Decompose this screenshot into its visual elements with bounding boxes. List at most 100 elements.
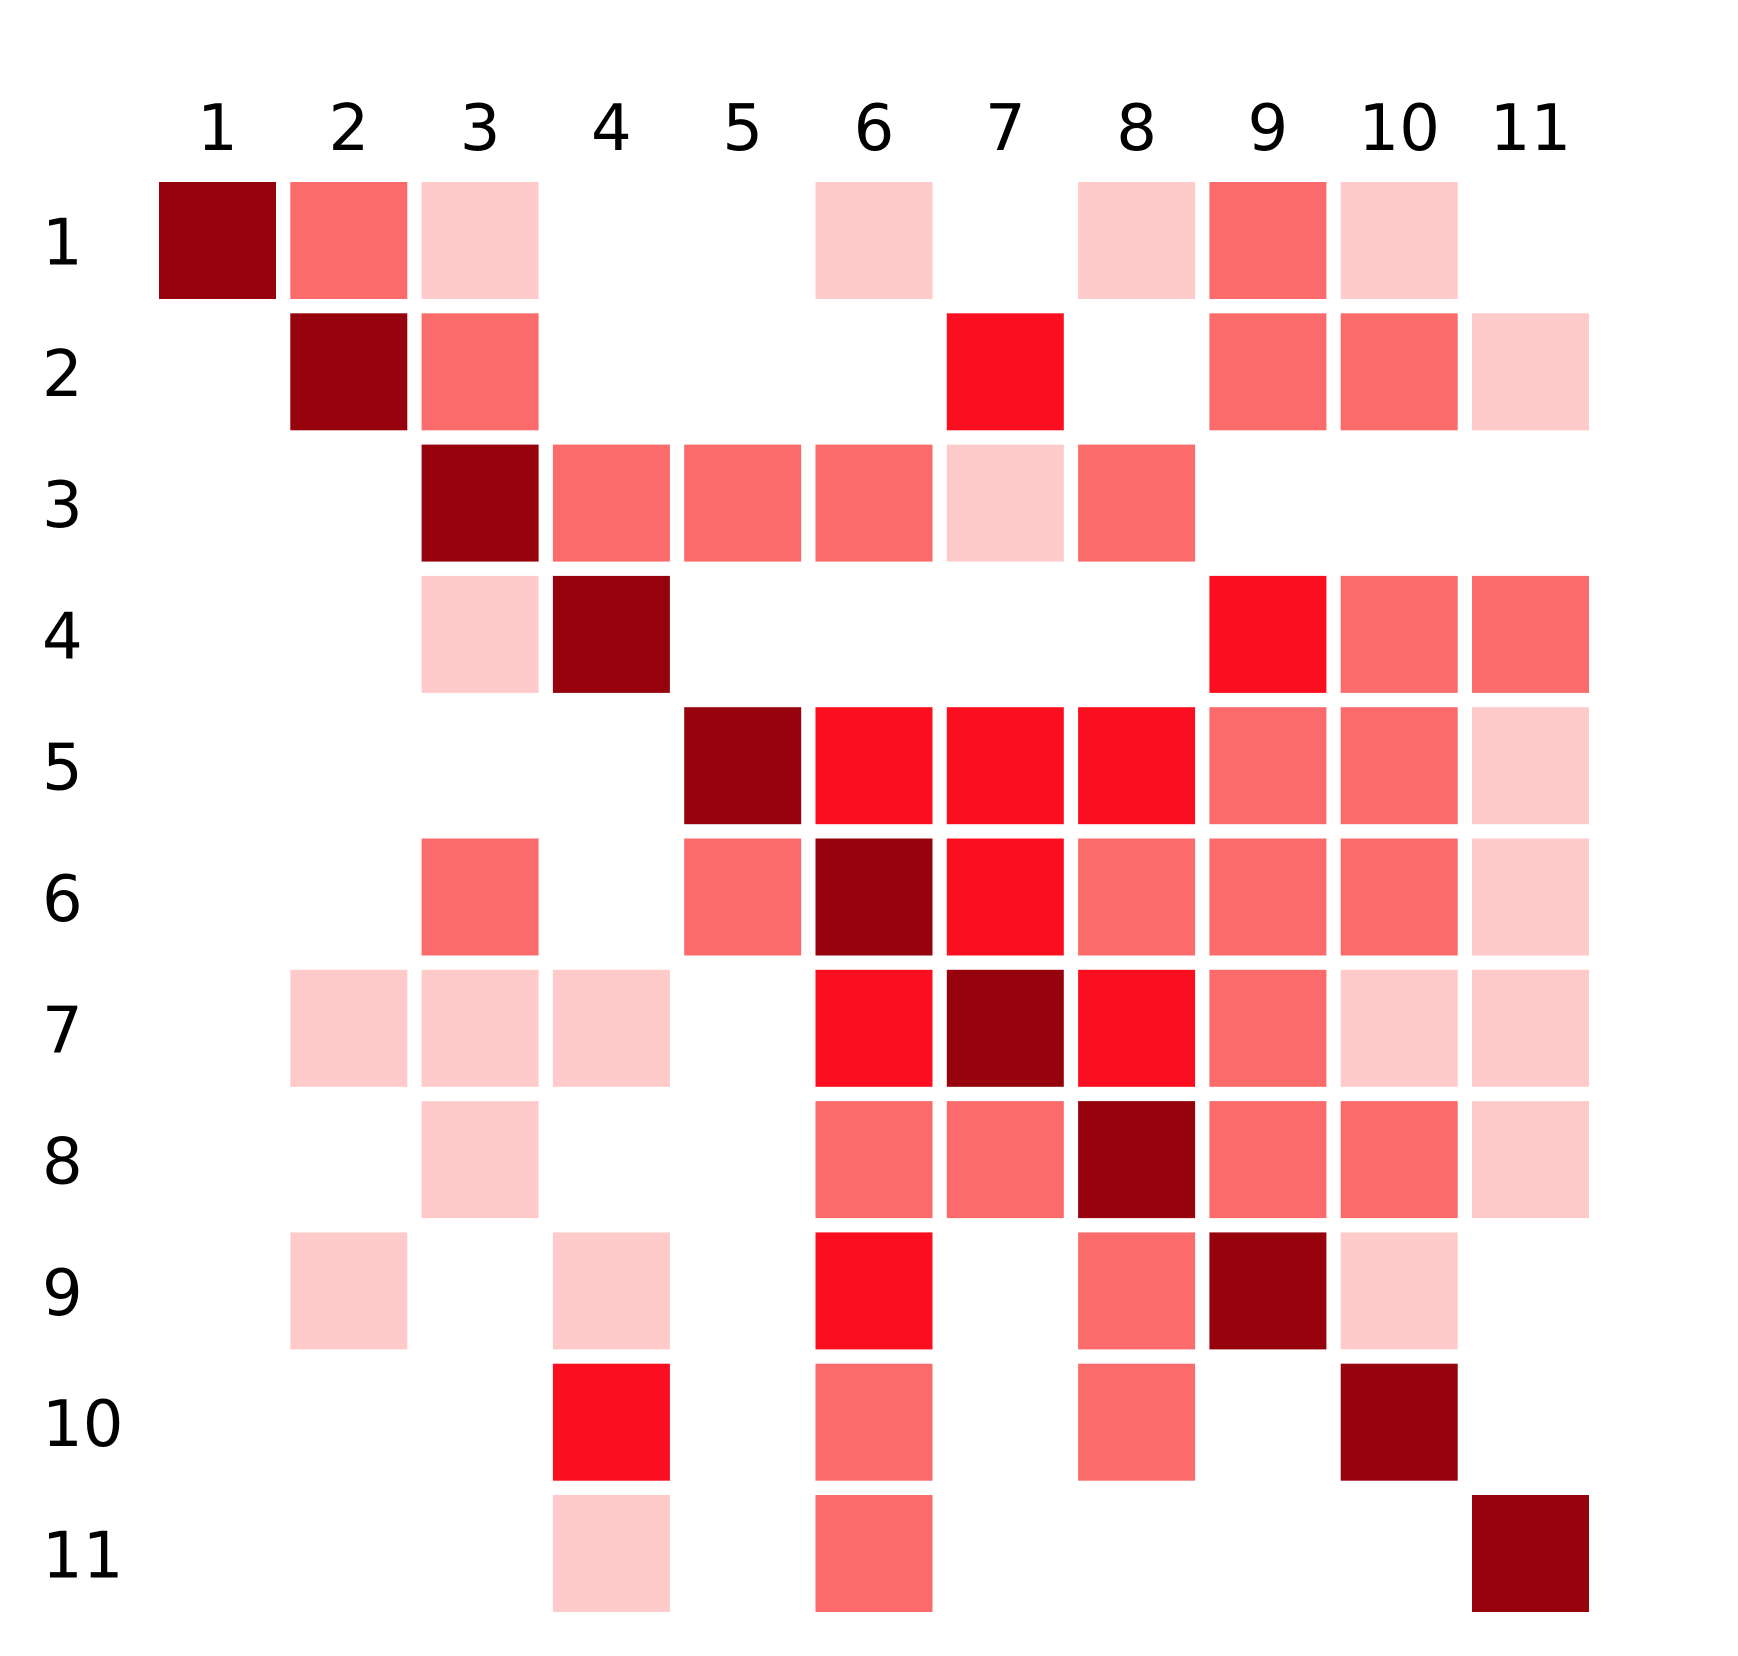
heatmap-cell bbox=[552, 182, 670, 299]
heatmap-cell bbox=[1340, 1495, 1458, 1612]
heatmap-cell bbox=[1078, 1363, 1196, 1481]
heatmap-cell bbox=[1078, 575, 1196, 693]
heatmap-cell bbox=[1209, 1363, 1327, 1481]
heatmap-cell bbox=[815, 1101, 933, 1219]
heatmap-cell bbox=[815, 575, 933, 693]
heatmap-cell bbox=[946, 1101, 1064, 1219]
heatmap-cell bbox=[1209, 182, 1327, 299]
column-tick-label: 11 bbox=[1490, 92, 1571, 166]
heatmap-cell bbox=[1209, 838, 1327, 956]
heatmap-cell bbox=[1472, 1495, 1589, 1612]
heatmap-cell bbox=[421, 707, 539, 825]
heatmap-cell bbox=[1472, 838, 1589, 956]
heatmap-cell bbox=[159, 1101, 276, 1219]
heatmap-cell bbox=[552, 1363, 670, 1481]
heatmap-cell bbox=[1209, 444, 1327, 562]
column-tick-label: 8 bbox=[1116, 92, 1157, 166]
heatmap-cell bbox=[815, 838, 933, 956]
heatmap-cell bbox=[946, 838, 1064, 956]
heatmap-cell bbox=[421, 313, 539, 431]
heatmap-cell bbox=[684, 313, 802, 431]
heatmap-cell bbox=[684, 444, 802, 562]
column-tick-label: 9 bbox=[1248, 92, 1289, 166]
heatmap-cell bbox=[290, 444, 408, 562]
column-tick-labels: 1 2 3 4 5 6 7 8 9 10 11 bbox=[197, 92, 1571, 166]
heatmap-cell bbox=[1472, 1232, 1589, 1350]
heatmap-cell bbox=[421, 1232, 539, 1350]
heatmap-cell bbox=[1209, 969, 1327, 1087]
heatmap-cell bbox=[1472, 182, 1589, 299]
heatmap-cell bbox=[159, 969, 276, 1087]
heatmap-cell bbox=[1209, 1101, 1327, 1219]
heatmap-cell bbox=[1078, 838, 1196, 956]
heatmap-cell bbox=[684, 1101, 802, 1219]
heatmap-cell bbox=[684, 1363, 802, 1481]
heatmap-cell bbox=[815, 313, 933, 431]
heatmap-cell bbox=[421, 838, 539, 956]
heatmap-cell bbox=[159, 1363, 276, 1481]
heatmap-cell bbox=[159, 1232, 276, 1350]
row-tick-label: 5 bbox=[42, 732, 83, 806]
heatmap-cell bbox=[1078, 969, 1196, 1087]
heatmap-cell bbox=[1209, 575, 1327, 693]
heatmap-cell bbox=[684, 838, 802, 956]
heatmap-cell bbox=[1209, 1495, 1327, 1612]
heatmap-cell bbox=[815, 1363, 933, 1481]
heatmap-cell bbox=[421, 575, 539, 693]
heatmap-cell bbox=[1078, 1101, 1196, 1219]
heatmap-cell bbox=[290, 1363, 408, 1481]
heatmap-cell bbox=[1472, 1101, 1589, 1219]
heatmap-cell bbox=[1078, 1232, 1196, 1350]
heatmap-cell bbox=[290, 313, 408, 431]
heatmap-cell bbox=[290, 1101, 408, 1219]
heatmap-cell bbox=[684, 1495, 802, 1612]
column-tick-label: 6 bbox=[854, 92, 895, 166]
heatmap-cell bbox=[159, 575, 276, 693]
heatmap-cell bbox=[946, 1363, 1064, 1481]
heatmap-cell bbox=[1340, 707, 1458, 825]
column-tick-label: 4 bbox=[591, 92, 632, 166]
heatmap-cell bbox=[946, 969, 1064, 1087]
heatmap-cell bbox=[684, 1232, 802, 1350]
heatmap-cell bbox=[290, 969, 408, 1087]
heatmap-cell bbox=[552, 838, 670, 956]
heatmap-cell bbox=[1340, 838, 1458, 956]
row-tick-label: 8 bbox=[42, 1126, 83, 1200]
heatmap-cell bbox=[815, 182, 933, 299]
heatmap-cell bbox=[684, 969, 802, 1087]
heatmap-cell bbox=[946, 575, 1064, 693]
heatmap-cell bbox=[684, 575, 802, 693]
row-tick-label: 6 bbox=[42, 863, 83, 937]
row-tick-label: 2 bbox=[42, 338, 83, 412]
heatmap-cell bbox=[1078, 444, 1196, 562]
heatmap-cell bbox=[552, 575, 670, 693]
heatmap-cell bbox=[290, 182, 408, 299]
column-tick-label: 5 bbox=[722, 92, 763, 166]
heatmap-cell bbox=[159, 313, 276, 431]
heatmap-cell bbox=[1078, 313, 1196, 431]
heatmap-cell bbox=[159, 182, 276, 299]
heatmap-cell bbox=[290, 1232, 408, 1350]
column-tick-label: 10 bbox=[1358, 92, 1439, 166]
heatmap-cell bbox=[1340, 969, 1458, 1087]
heatmap-cell bbox=[946, 313, 1064, 431]
heatmap-cell bbox=[1078, 1495, 1196, 1612]
heatmap-cell bbox=[946, 1232, 1064, 1350]
heatmap-cell bbox=[815, 444, 933, 562]
heatmap-cell bbox=[1340, 575, 1458, 693]
heatmap-cell bbox=[946, 1495, 1064, 1612]
heatmap-cell bbox=[946, 444, 1064, 562]
heatmap-cell bbox=[290, 1495, 408, 1612]
column-tick-label: 1 bbox=[197, 92, 238, 166]
heatmap-cell bbox=[946, 182, 1064, 299]
heatmap-cell bbox=[421, 1101, 539, 1219]
heatmap-cell bbox=[421, 1495, 539, 1612]
heatmap-cell bbox=[815, 1232, 933, 1350]
heatmap-cell bbox=[1209, 1232, 1327, 1350]
heatmap-cell bbox=[1340, 182, 1458, 299]
heatmap-cell bbox=[815, 707, 933, 825]
heatmap-cell bbox=[946, 707, 1064, 825]
heatmap-cell bbox=[421, 969, 539, 1087]
heatmap-cell bbox=[815, 969, 933, 1087]
